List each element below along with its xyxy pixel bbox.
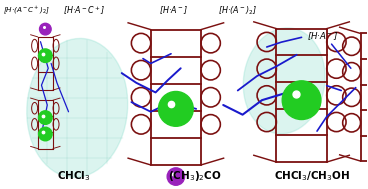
Text: [H·A$^-$]: [H·A$^-$] <box>159 5 188 16</box>
Text: (CH$_3$)$_2$CO: (CH$_3$)$_2$CO <box>168 169 222 183</box>
Circle shape <box>39 127 52 141</box>
Circle shape <box>39 111 52 124</box>
Text: [H·A$^-$]: [H·A$^-$] <box>307 30 339 42</box>
Text: CHCl$_3$: CHCl$_3$ <box>57 169 91 183</box>
Text: [H·(A$^-$)$_2$]: [H·(A$^-$)$_2$] <box>218 4 257 17</box>
Circle shape <box>39 23 51 35</box>
Circle shape <box>159 91 193 126</box>
Text: [H·(A$^-$C$^+$)$_2$]: [H·(A$^-$C$^+$)$_2$] <box>3 5 50 16</box>
Circle shape <box>282 81 321 119</box>
Text: CHCl$_3$/CH$_3$OH: CHCl$_3$/CH$_3$OH <box>274 169 350 183</box>
Text: [H·A$^-$C$^+$]: [H·A$^-$C$^+$] <box>64 4 105 17</box>
Circle shape <box>39 49 52 63</box>
Ellipse shape <box>27 38 128 177</box>
Circle shape <box>167 168 185 185</box>
Ellipse shape <box>243 28 325 134</box>
